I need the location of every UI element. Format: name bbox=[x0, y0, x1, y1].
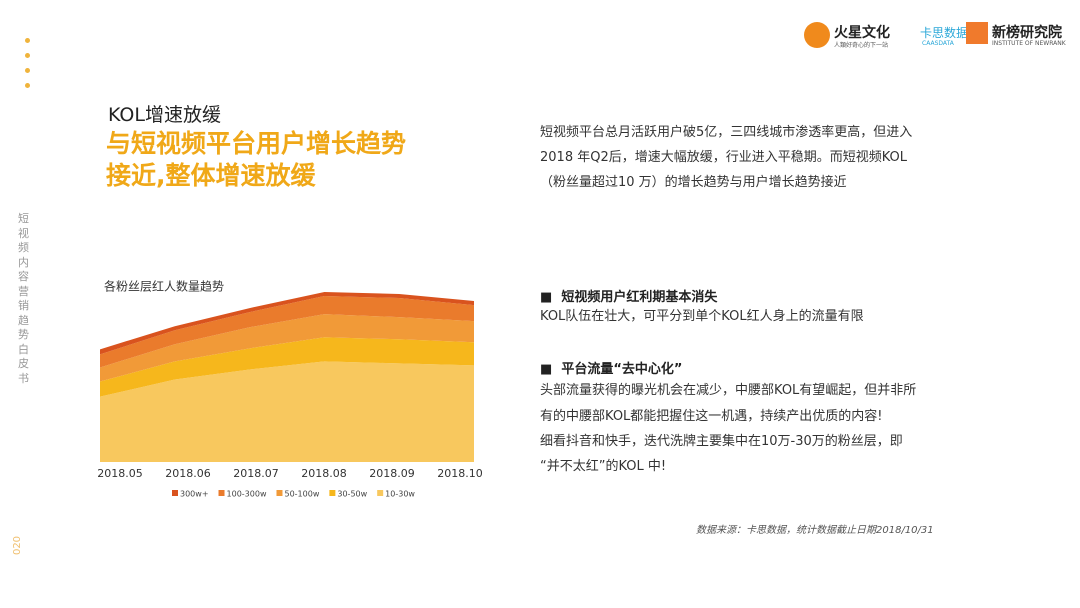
headline: 接近,整体增速放缓 bbox=[106, 161, 316, 190]
logo-text: 卡思数据 bbox=[920, 26, 969, 40]
headline: 与短视频平台用户增长趋势 bbox=[106, 129, 407, 158]
legend-swatch bbox=[329, 490, 336, 496]
intro-line: （粉丝量超过10 万）的增长趋势与用户增长趋势接近 bbox=[540, 175, 847, 190]
bullet-heading: ■ 平台流量“去中心化” bbox=[540, 362, 683, 377]
logo-icon bbox=[966, 22, 988, 44]
intro-line: 短视频平台总月活跃用户破5亿，三四线城市渗透率更高，但进入 bbox=[540, 125, 913, 140]
kicker: KOL增速放缓 bbox=[108, 104, 221, 126]
logo-sub: INSTITUTE OF NEWRANK bbox=[992, 40, 1066, 47]
legend-swatch bbox=[377, 490, 384, 496]
intro-line: 2018 年Q2后，增速大幅放缓，行业进入平稳期。而短视频KOL bbox=[540, 150, 908, 165]
x-tick-label: 2018.06 bbox=[165, 467, 211, 480]
area bbox=[100, 337, 474, 397]
heading-text: 平台流量“去中心化” bbox=[561, 362, 683, 377]
logo-text: 火星文化 bbox=[834, 25, 890, 41]
legend-label: 300w+ bbox=[180, 490, 209, 499]
bullet-line: 头部流量获得的曝光机会在减少，中腰部KOL有望崛起，但并非所 bbox=[540, 383, 917, 398]
x-tick-label: 2018.08 bbox=[301, 467, 347, 480]
source: 数据来源：卡思数据，统计数据截止日期2018/10/31 bbox=[696, 525, 934, 536]
area bbox=[100, 292, 474, 355]
dot bbox=[25, 53, 30, 58]
logo-sub: 人類好奇心的下一站 bbox=[834, 42, 889, 49]
dot bbox=[25, 38, 30, 43]
logo-sub: CAASDATA bbox=[922, 40, 954, 47]
legend-label: 50-100w bbox=[284, 490, 319, 499]
page-number: 020 bbox=[12, 535, 24, 556]
legend-swatch bbox=[172, 490, 178, 496]
heading-text: 短视频用户红利期基本消失 bbox=[561, 290, 718, 305]
legend-label: 10-30w bbox=[385, 490, 415, 499]
legend-label: 30-50w bbox=[337, 490, 367, 499]
legend-swatch bbox=[218, 490, 225, 496]
bullet-line: 有的中腰部KOL都能把握住这一机遇，持续产出优质的内容! bbox=[540, 409, 883, 424]
logo-icon bbox=[804, 22, 830, 48]
bullet-heading: ■ 短视频用户红利期基本消失 bbox=[540, 290, 718, 305]
x-tick-label: 2018.09 bbox=[369, 467, 415, 480]
chart: 各粉丝层红人数量趋势 2018.05 2018.06 2018.07 2018.08 2… bbox=[97, 279, 483, 499]
dot bbox=[25, 68, 30, 73]
bullet-line: KOL队伍在壮大，可平分到单个KOL红人身上的流量有限 bbox=[540, 309, 864, 324]
bullet-line: “并不太红”的KOL 中! bbox=[540, 459, 667, 474]
chart-title: 各粉丝层红人数量趋势 bbox=[104, 279, 224, 294]
bullet-line: 细看抖音和快手，迭代洗牌主要集中在10万-30万的粉丝层，即 bbox=[540, 434, 903, 449]
legend-label: 100-300w bbox=[227, 490, 267, 499]
legend-swatch bbox=[276, 490, 283, 496]
area bbox=[100, 314, 474, 382]
x-tick-label: 2018.07 bbox=[233, 467, 279, 480]
x-tick-label: 2018.10 bbox=[437, 467, 483, 480]
area bbox=[100, 361, 474, 462]
area bbox=[100, 296, 474, 368]
logo-text: 新榜研究院 bbox=[992, 25, 1062, 41]
dot bbox=[25, 83, 30, 88]
side-title: 短视频内容营销趋势白皮书 bbox=[18, 212, 29, 385]
x-tick-label: 2018.05 bbox=[97, 467, 143, 480]
